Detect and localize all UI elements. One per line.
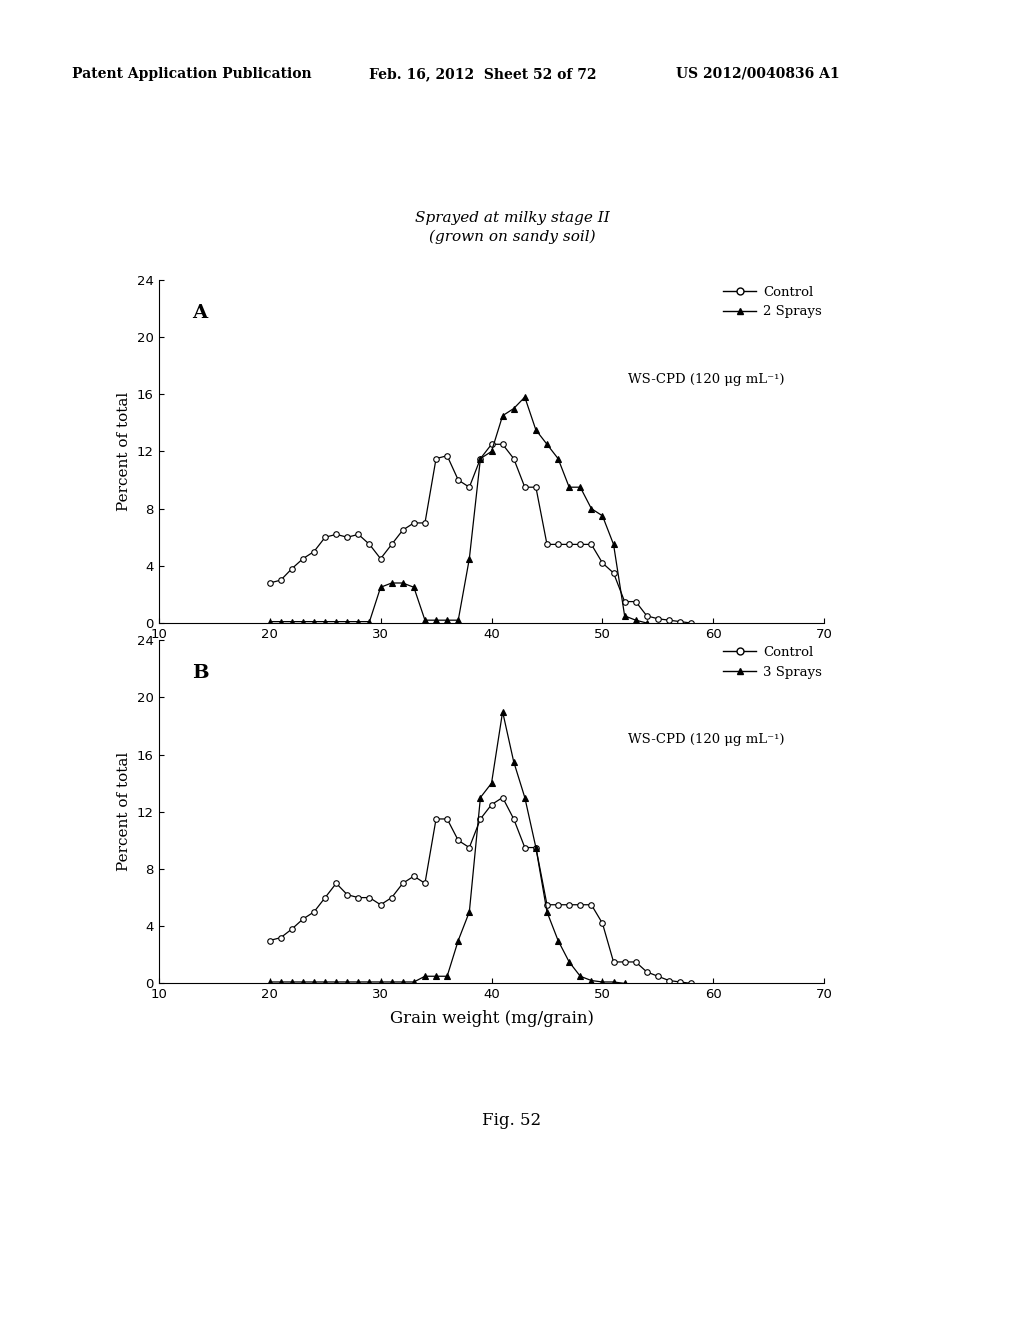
Text: A: A xyxy=(193,304,207,322)
Text: Fig. 52: Fig. 52 xyxy=(482,1111,542,1129)
Text: WS-CPD (120 μg mL⁻¹): WS-CPD (120 μg mL⁻¹) xyxy=(628,733,784,746)
Text: US 2012/0040836 A1: US 2012/0040836 A1 xyxy=(676,67,840,81)
Text: Feb. 16, 2012  Sheet 52 of 72: Feb. 16, 2012 Sheet 52 of 72 xyxy=(369,67,596,81)
X-axis label: Grain weight (mg/grain): Grain weight (mg/grain) xyxy=(389,1010,594,1027)
Legend: Control, 3 Sprays: Control, 3 Sprays xyxy=(718,640,827,684)
Legend: Control, 2 Sprays: Control, 2 Sprays xyxy=(718,280,827,323)
Text: Sprayed at milky stage II
(grown on sandy soil): Sprayed at milky stage II (grown on sand… xyxy=(415,211,609,244)
Text: Patent Application Publication: Patent Application Publication xyxy=(72,67,311,81)
Text: WS-CPD (120 μg mL⁻¹): WS-CPD (120 μg mL⁻¹) xyxy=(628,372,784,385)
Y-axis label: Percent of total: Percent of total xyxy=(118,752,131,871)
Y-axis label: Percent of total: Percent of total xyxy=(118,392,131,511)
Text: B: B xyxy=(193,664,209,682)
